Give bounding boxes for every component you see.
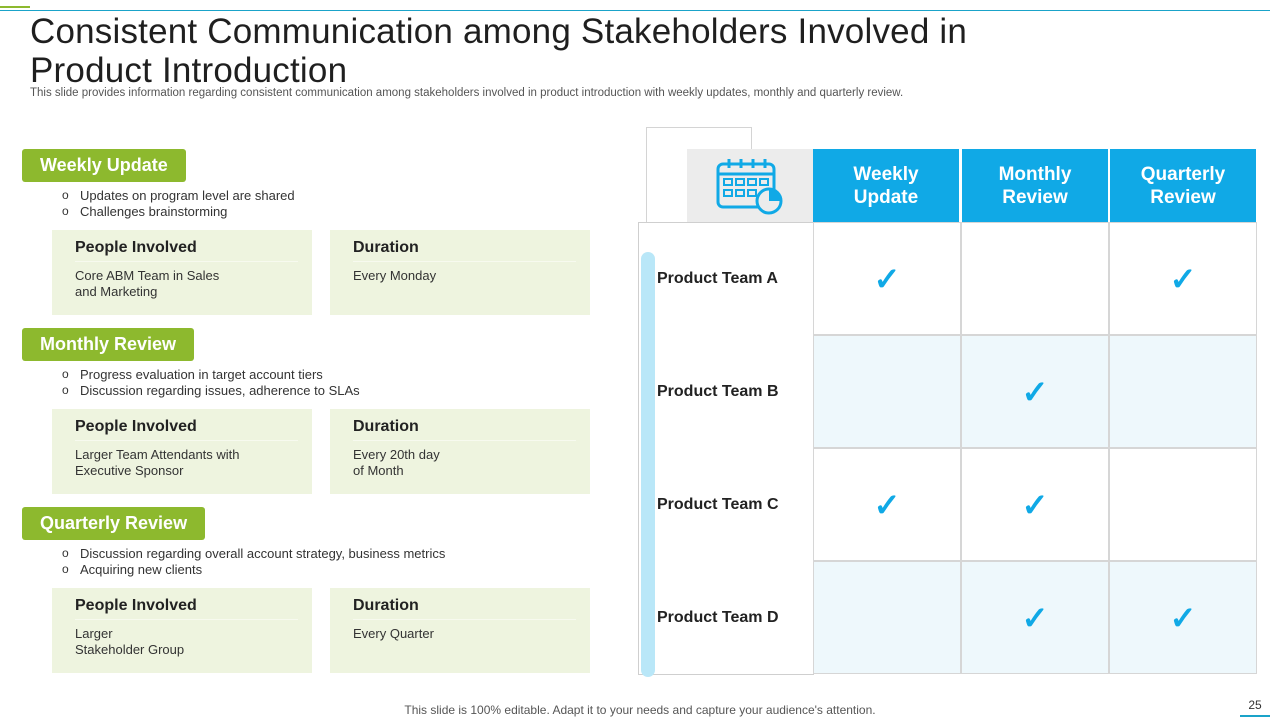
people-involved-card: People Involved Larger Stakeholder Group xyxy=(52,588,312,673)
card-heading: Duration xyxy=(353,597,576,620)
people-involved-card: People Involved Core ABM Team in Sales a… xyxy=(52,230,312,315)
info-cards: People Involved Larger Team Attendants w… xyxy=(22,409,592,494)
checkmark-icon: ✓ xyxy=(873,260,901,297)
section-weekly-update: Weekly Update Updates on program level a… xyxy=(22,149,592,315)
row-label-column xyxy=(638,222,814,675)
matrix-cell xyxy=(1109,335,1257,448)
header-monthly-review: Monthly Review xyxy=(962,149,1108,222)
bullet-item: Acquiring new clients xyxy=(62,561,592,578)
duration-card: Duration Every Quarter xyxy=(330,588,590,673)
bullet-item: Challenges brainstorming xyxy=(62,203,592,220)
header-quarterly-review: Quarterly Review xyxy=(1110,149,1256,222)
page-subtitle: This slide provides information regardin… xyxy=(30,87,904,99)
table-row: Product Team D ✓ ✓ xyxy=(638,561,1258,674)
row-label: Product Team D xyxy=(657,608,779,626)
matrix-cell: ✓ xyxy=(1109,222,1257,335)
card-text: Every Monday xyxy=(353,268,437,283)
row-label: Product Team C xyxy=(657,495,779,513)
matrix-cell xyxy=(961,222,1109,335)
matrix-cell: ✓ xyxy=(813,448,961,561)
bullet-list: Progress evaluation in target account ti… xyxy=(62,366,592,399)
table-row: Product Team B ✓ xyxy=(638,335,1258,448)
page-title: Consistent Communication among Stakehold… xyxy=(30,12,968,90)
matrix-cell: ✓ xyxy=(961,561,1109,674)
card-heading: People Involved xyxy=(75,239,298,262)
section-tag: Monthly Review xyxy=(22,328,195,361)
page-number: 25 xyxy=(1240,698,1270,717)
duration-card: Duration Every Monday xyxy=(330,230,590,315)
card-heading: Duration xyxy=(353,418,576,441)
duration-card: Duration Every 20th day of Month xyxy=(330,409,590,494)
footer-note: This slide is 100% editable. Adapt it to… xyxy=(404,703,876,717)
card-heading: Duration xyxy=(353,239,576,262)
review-matrix-table: Weekly Update Monthly Review Quarterly R… xyxy=(638,127,1258,677)
section-monthly-review: Monthly Review Progress evaluation in ta… xyxy=(22,328,592,494)
people-involved-card: People Involved Larger Team Attendants w… xyxy=(52,409,312,494)
info-cards: People Involved Larger Stakeholder Group… xyxy=(22,588,592,673)
bullet-item: Progress evaluation in target account ti… xyxy=(62,366,592,383)
row-label: Product Team B xyxy=(657,382,779,400)
matrix-cell xyxy=(813,335,961,448)
card-text: Every Quarter xyxy=(353,626,434,641)
checkmark-icon: ✓ xyxy=(873,486,901,523)
matrix-cell: ✓ xyxy=(961,448,1109,561)
bullet-item: Updates on program level are shared xyxy=(62,187,592,204)
checkmark-icon: ✓ xyxy=(1169,599,1197,636)
section-quarterly-review: Quarterly Review Discussion regarding ov… xyxy=(22,507,592,673)
card-heading: People Involved xyxy=(75,597,298,620)
section-tag: Quarterly Review xyxy=(22,507,206,540)
card-heading: People Involved xyxy=(75,418,298,441)
bullet-item: Discussion regarding issues, adherence t… xyxy=(62,382,592,399)
matrix-cell: ✓ xyxy=(1109,561,1257,674)
checkmark-icon: ✓ xyxy=(1021,373,1049,410)
header-weekly-update: Weekly Update xyxy=(813,149,959,222)
calendar-icon xyxy=(716,158,783,214)
table-row: Product Team C ✓ ✓ xyxy=(638,448,1258,561)
card-text: Core ABM Team in Sales and Marketing xyxy=(75,268,220,299)
top-accent-bar xyxy=(0,6,30,8)
card-text: Larger Stakeholder Group xyxy=(75,626,185,657)
card-text: Every 20th day of Month xyxy=(353,447,440,478)
checkmark-icon: ✓ xyxy=(1169,260,1197,297)
matrix-cell xyxy=(1109,448,1257,561)
bullet-item: Discussion regarding overall account str… xyxy=(62,545,592,562)
info-cards: People Involved Core ABM Team in Sales a… xyxy=(22,230,592,315)
card-text: Larger Team Attendants with Executive Sp… xyxy=(75,447,240,478)
bullet-list: Updates on program level are shared Chal… xyxy=(62,187,592,220)
matrix-cell: ✓ xyxy=(961,335,1109,448)
checkmark-icon: ✓ xyxy=(1021,486,1049,523)
checkmark-icon: ✓ xyxy=(1021,599,1049,636)
matrix-cell: ✓ xyxy=(813,222,961,335)
table-row: Product Team A ✓ ✓ xyxy=(638,222,1258,335)
row-label: Product Team A xyxy=(657,269,778,287)
calendar-icon-cell xyxy=(687,149,813,222)
row-accent-bar xyxy=(641,252,655,677)
top-divider-line xyxy=(0,10,1270,11)
bullet-list: Discussion regarding overall account str… xyxy=(62,545,592,578)
matrix-cell xyxy=(813,561,961,674)
section-tag: Weekly Update xyxy=(22,149,186,182)
